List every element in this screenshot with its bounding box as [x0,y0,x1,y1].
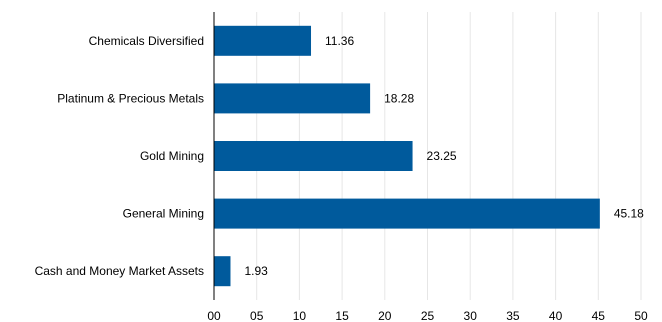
bar [214,198,600,229]
x-tick-labels: 00 05 10 15 20 25 30 35 40 45 50 [207,309,648,322]
value-label: 11.36 [325,34,354,48]
x-tick-label: 40 [549,309,563,322]
bars [214,25,600,287]
bar [214,141,413,171]
x-tick-label: 00 [207,309,221,322]
x-tick-label: 35 [506,309,520,322]
category-label: Cash and Money Market Assets [35,264,204,278]
x-tick-label: 10 [293,309,307,322]
value-label: 23.25 [427,149,457,163]
x-tick-label: 05 [250,309,264,322]
x-tick-label: 50 [634,309,648,322]
x-tick-label: 20 [378,309,392,322]
bar [214,256,231,287]
category-label: Gold Mining [140,149,204,163]
value-label: 45.18 [614,207,644,221]
x-tick-label: 25 [421,309,435,322]
value-labels: 11.36 18.28 23.25 45.18 1.93 [244,34,644,278]
value-label: 1.93 [244,264,268,278]
category-label: Chemicals Diversified [89,34,204,48]
x-tick-label: 30 [464,309,478,322]
x-tick-label: 15 [335,309,349,322]
bar [214,25,312,56]
category-label: General Mining [123,207,204,221]
bar [214,83,371,114]
category-labels: Chemicals Diversified Platinum & Precious… [35,34,204,278]
grid-lines [256,12,642,300]
category-label: Platinum & Precious Metals [57,91,204,105]
x-tick-label: 45 [592,309,606,322]
value-label: 18.28 [384,91,414,105]
